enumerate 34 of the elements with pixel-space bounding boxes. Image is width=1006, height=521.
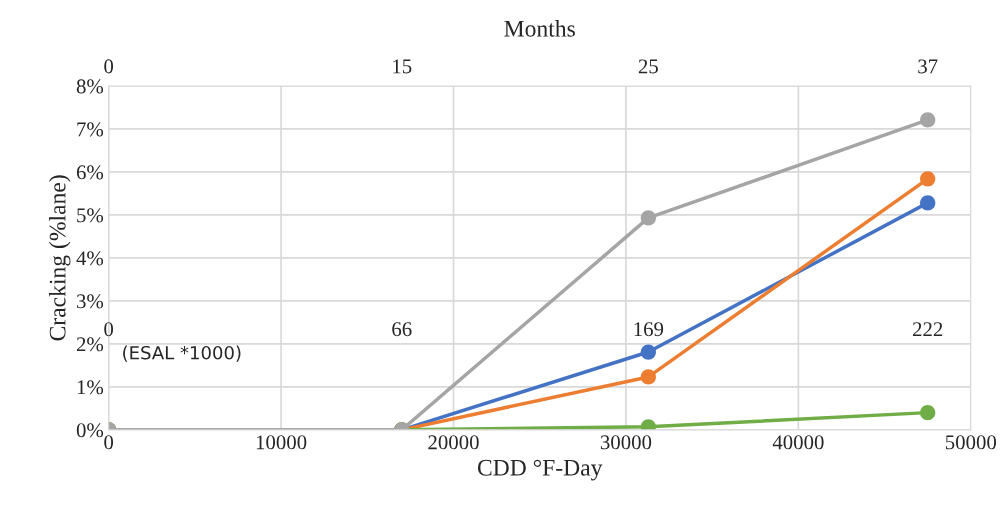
text: 15 — [393, 59, 412, 74]
y-tick-label: 5% — [77, 208, 104, 223]
x-axis-title: CDD °F-Day — [477, 459, 603, 481]
text: 25 — [638, 59, 658, 74]
y-tick-label: 4% — [76, 251, 104, 266]
annotation: 66 — [392, 322, 412, 337]
x-tick-label: 50000 — [945, 435, 997, 450]
x-tick-label: 30000 — [600, 435, 652, 450]
point — [920, 112, 936, 128]
point — [920, 171, 936, 187]
y-tick-label: 6% — [76, 165, 104, 180]
y-tick-label: 2% — [76, 337, 104, 352]
y-axis-title: Cracking (%lane) — [48, 175, 71, 341]
annotation: 0 — [104, 322, 114, 337]
x-tick-label: 0 — [104, 435, 114, 450]
x-tick-label: 40000 — [772, 435, 824, 450]
annotation: (ESAL *1000) — [123, 345, 241, 362]
annotation: 222 — [912, 322, 943, 336]
x2-axis-title: Months — [504, 20, 575, 37]
y-tick-label: 7% — [77, 122, 104, 137]
point — [640, 210, 656, 226]
annotation: 169 — [634, 322, 664, 337]
point — [920, 404, 936, 421]
y-tick-label: 1% — [77, 380, 104, 395]
point — [920, 195, 936, 211]
y-tick-label: 3% — [77, 294, 104, 309]
point — [640, 369, 656, 385]
point — [640, 344, 656, 360]
text: 37 — [918, 59, 938, 74]
x-tick-label: 20000 — [428, 435, 479, 450]
y-tick-label: 0% — [76, 423, 104, 438]
y-tick-label: 8% — [76, 79, 104, 94]
text: 0 — [104, 59, 114, 74]
x-tick-label: 10000 — [256, 435, 307, 450]
